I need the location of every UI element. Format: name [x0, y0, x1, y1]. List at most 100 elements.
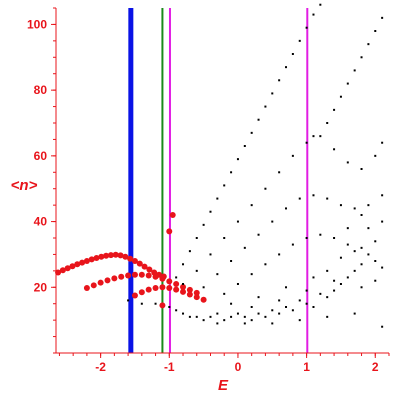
data-point: [333, 237, 336, 239]
data-point: [278, 79, 281, 82]
data-point: [278, 299, 281, 302]
data-point: [112, 251, 119, 258]
data-point: [278, 312, 281, 315]
data-point: [339, 256, 342, 259]
data-point: [250, 131, 253, 134]
data-point: [360, 56, 363, 59]
data-point: [374, 30, 377, 32]
data-point: [381, 141, 384, 144]
data-point: [346, 82, 349, 85]
data-point: [381, 325, 384, 328]
data-point: [209, 210, 212, 213]
data-point: [104, 277, 111, 284]
data-point: [250, 306, 253, 308]
data-point: [250, 273, 253, 276]
data-point: [117, 252, 124, 259]
x-ticks: -2 -1 0 1 2: [58, 353, 390, 374]
data-point: [182, 283, 185, 285]
data-point: [173, 286, 180, 293]
data-point: [216, 322, 219, 325]
data-point: [236, 158, 239, 161]
data-point: [319, 135, 322, 138]
data-point: [291, 309, 294, 312]
data-point: [230, 315, 233, 318]
data-point: [319, 3, 322, 6]
data-point: [360, 168, 363, 170]
data-point: [346, 243, 349, 246]
data-point: [305, 141, 308, 144]
vertical-lines: [128, 8, 309, 353]
data-point: [127, 255, 134, 262]
data-point: [291, 154, 294, 157]
data-point: [257, 233, 260, 236]
data-point: [257, 296, 260, 299]
data-point: [374, 279, 377, 282]
data-point: [305, 302, 308, 305]
data-point: [166, 278, 173, 285]
data-point: [374, 154, 377, 157]
data-point: [223, 292, 226, 295]
data-point: [278, 253, 281, 256]
data-point: [250, 204, 253, 207]
data-point: [103, 252, 110, 259]
data-point: [360, 246, 363, 249]
data-point: [223, 184, 226, 187]
data-point: [202, 286, 205, 289]
data-point: [145, 272, 152, 279]
data-point: [326, 315, 329, 318]
data-point: [312, 276, 315, 279]
data-point: [230, 260, 233, 262]
data-point: [360, 214, 363, 216]
data-point: [202, 223, 205, 226]
y-tick-label: 20: [34, 280, 48, 294]
data-point: [209, 253, 212, 256]
data-point: [285, 306, 288, 308]
data-point: [374, 260, 377, 262]
data-point: [173, 281, 180, 287]
data-point: [305, 289, 308, 292]
data-point: [243, 145, 246, 147]
x-axis-label: E: [218, 377, 229, 394]
data-point: [381, 16, 384, 19]
data-point: [333, 289, 336, 292]
data-point: [264, 187, 267, 190]
data-point: [223, 237, 226, 239]
y-tick-label: 40: [34, 215, 48, 229]
data-point: [243, 315, 246, 318]
data-point: [360, 263, 363, 266]
data-point: [353, 207, 356, 210]
data-point: [333, 279, 336, 282]
data-point: [216, 312, 219, 315]
x-tick-label: -2: [95, 360, 106, 374]
data-points: [55, 3, 384, 328]
data-point: [111, 275, 118, 282]
data-point: [291, 243, 294, 246]
data-point: [326, 122, 329, 124]
data-point: [326, 269, 329, 272]
data-point: [305, 237, 308, 239]
data-point: [200, 296, 207, 303]
data-point: [146, 266, 153, 273]
data-point: [257, 312, 260, 315]
axes: [55, 8, 389, 354]
data-point: [257, 118, 260, 121]
data-point: [285, 286, 288, 289]
data-point: [271, 92, 274, 95]
data-point: [131, 258, 138, 264]
data-point: [312, 194, 315, 197]
data-point: [83, 258, 90, 264]
data-point: [202, 319, 205, 322]
data-point: [209, 315, 212, 318]
data-point: [353, 312, 356, 315]
data-point: [223, 319, 226, 322]
data-point: [90, 282, 97, 289]
data-point: [250, 319, 253, 322]
data-point: [353, 250, 356, 253]
y-tick-label: 80: [34, 83, 48, 97]
data-point: [374, 240, 377, 243]
x-tick-label: 1: [303, 360, 310, 374]
data-point: [195, 315, 198, 318]
data-point: [243, 246, 246, 249]
data-point: [152, 284, 159, 291]
